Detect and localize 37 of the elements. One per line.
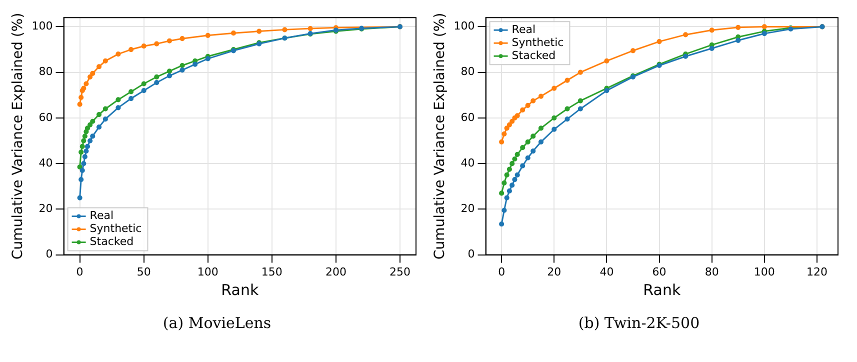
x-tick-label: 100	[754, 265, 775, 278]
y-tick-label: 40	[460, 156, 475, 170]
text: (a) MovieLens	[162, 314, 272, 332]
x-tick-label: 150	[261, 265, 282, 278]
y-axis-title: Cumulative Variance Explained (%)	[10, 12, 26, 260]
x-tick-label: 0	[498, 265, 506, 278]
x-tick-label: 20	[547, 265, 562, 278]
y-tick-label: 0	[46, 248, 53, 261]
x-tick-label: 80	[704, 265, 719, 278]
legend-label: Real	[90, 209, 114, 222]
y-tick-label: 100	[454, 20, 475, 33]
x-tick-label: 250	[389, 265, 410, 278]
x-tick-label: 120	[806, 265, 828, 278]
y-tick-label: 20	[460, 202, 475, 216]
y-tick-label: 100	[32, 20, 53, 33]
y-axis-title: Cumulative Variance Explained (%)	[432, 12, 448, 260]
y-tick-label: 60	[38, 110, 53, 124]
x-tick-label: 200	[325, 265, 346, 278]
text: (b) Twin-2K-500	[577, 314, 701, 332]
x-tick-label: 0	[76, 265, 84, 278]
y-tick-label: 40	[38, 156, 53, 170]
legend-label: Stacked	[512, 48, 556, 62]
legend-label: Real	[512, 22, 536, 36]
x-axis-title: Rank	[643, 280, 681, 299]
y-tick-label: 60	[460, 110, 475, 124]
y-tick-label: 20	[38, 202, 53, 216]
legend-label: Synthetic	[512, 36, 564, 49]
x-tick-label: 50	[136, 265, 151, 278]
y-tick-label: 80	[460, 65, 475, 78]
y-tick-label: 80	[38, 65, 53, 78]
x-tick-label: 100	[197, 265, 218, 278]
legend-label: Stacked	[90, 235, 134, 248]
x-axis-title: Rank	[221, 280, 259, 299]
x-tick-label: 40	[600, 265, 614, 278]
legend-label: Synthetic	[90, 222, 142, 236]
x-tick-label: 60	[652, 265, 666, 278]
y-tick-label: 0	[468, 248, 475, 261]
